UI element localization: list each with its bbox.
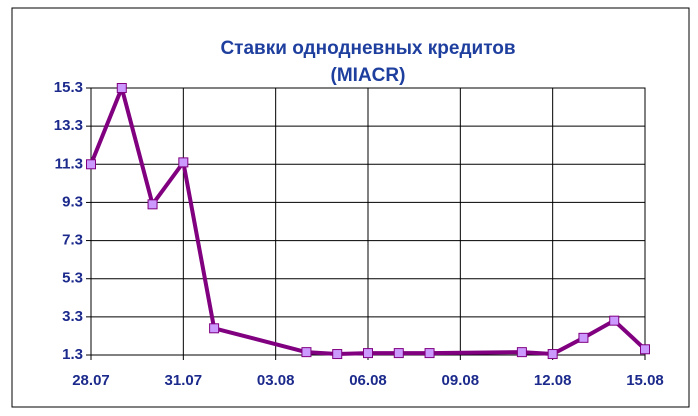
x-tick-label: 28.07 xyxy=(72,372,110,389)
y-tick-label: 9.3 xyxy=(62,193,83,210)
y-tick-label: 1.3 xyxy=(62,346,83,363)
marker xyxy=(332,349,343,360)
x-tick-label: 06.08 xyxy=(349,372,387,389)
marker xyxy=(516,347,527,358)
marker xyxy=(547,349,558,360)
y-tick-label: 15.3 xyxy=(54,79,83,96)
y-tick-label: 11.3 xyxy=(55,155,83,172)
x-tick-label: 09.08 xyxy=(442,372,480,389)
marker xyxy=(116,83,127,93)
marker xyxy=(209,323,220,334)
marker xyxy=(393,348,404,359)
x-tick-label: 15.08 xyxy=(626,372,664,389)
x-tick-label: 03.08 xyxy=(257,372,295,389)
marker xyxy=(424,348,435,359)
y-tick-label: 13.3 xyxy=(54,117,83,134)
marker xyxy=(86,159,96,170)
y-tick-label: 5.3 xyxy=(62,270,83,287)
marker xyxy=(609,315,620,326)
marker xyxy=(178,157,189,168)
marker xyxy=(363,348,373,359)
marker xyxy=(640,344,650,355)
chart-title: (MIACR) xyxy=(331,65,406,86)
y-tick-label: 3.3 xyxy=(62,308,83,325)
x-tick-label: 12.08 xyxy=(534,372,572,389)
marker xyxy=(578,332,589,343)
marker xyxy=(301,347,312,358)
x-tick-label: 31.07 xyxy=(165,372,203,389)
chart-title: Ставки однодневных кредитов xyxy=(220,38,515,59)
marker xyxy=(147,199,158,210)
y-tick-label: 7.3 xyxy=(62,232,83,249)
